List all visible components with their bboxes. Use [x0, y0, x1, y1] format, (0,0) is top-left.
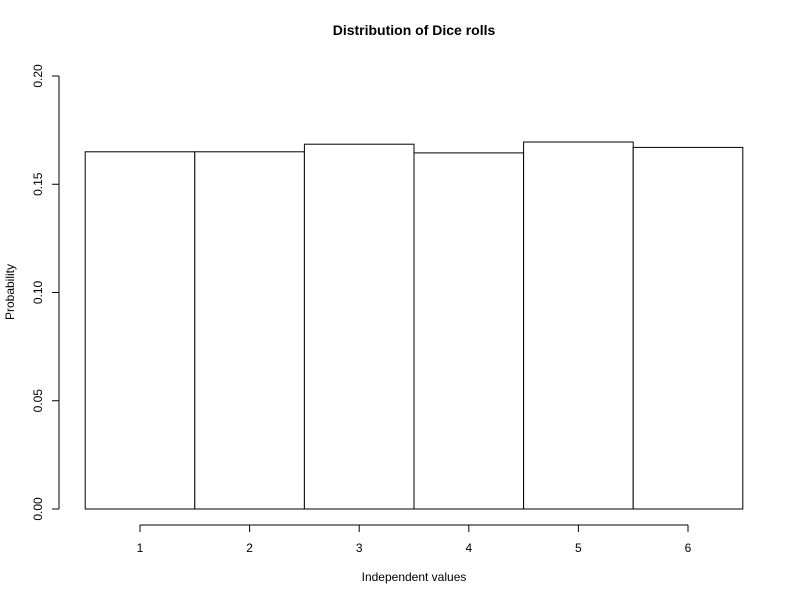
y-axis: 0.00 0.05 0.10 0.15 0.20 [31, 64, 60, 521]
y-tick-label: 0.10 [31, 280, 45, 304]
bar-1 [84, 151, 196, 510]
bars-group [84, 141, 744, 510]
bar-2 [194, 151, 305, 510]
x-tick-label: 3 [356, 541, 363, 555]
x-axis: 1 2 3 4 5 6 [137, 524, 692, 555]
y-axis-label: Probability [3, 264, 17, 320]
x-tick-label: 1 [137, 541, 144, 555]
bar-4 [413, 152, 525, 510]
y-tick-label: 0.20 [31, 64, 45, 88]
x-tick-label: 4 [465, 541, 472, 555]
x-tick-label: 2 [246, 541, 253, 555]
x-axis-label: Independent values [362, 570, 467, 584]
x-tick-label: 6 [685, 541, 692, 555]
bar-5 [523, 141, 634, 510]
x-tick-label: 5 [575, 541, 582, 555]
bar-6 [632, 146, 744, 510]
chart-title: Distribution of Dice rolls [333, 22, 496, 38]
y-tick-label: 0.15 [31, 172, 45, 196]
y-tick-label: 0.00 [31, 497, 45, 521]
bar-3 [303, 143, 415, 510]
y-tick-label: 0.05 [31, 389, 45, 413]
